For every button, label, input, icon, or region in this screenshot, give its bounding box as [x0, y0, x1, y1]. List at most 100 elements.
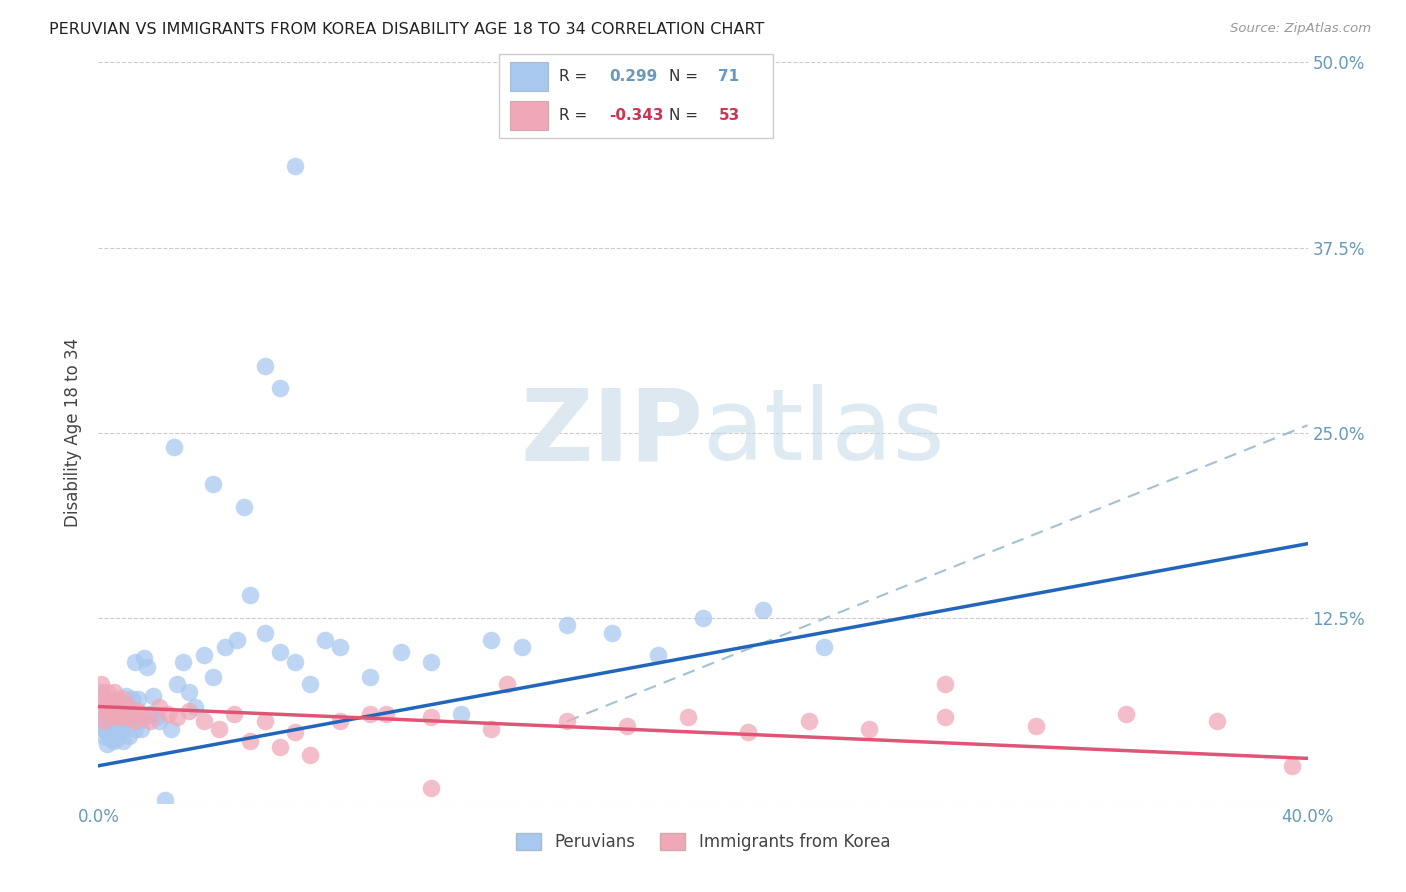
Point [179, 685, 201, 699]
Point [374, 706, 396, 721]
Point [692, 610, 714, 624]
Point [111, 710, 134, 724]
Point [166, 677, 188, 691]
Point [103, 685, 125, 699]
Point [114, 706, 136, 721]
Point [224, 706, 246, 721]
Point [1206, 714, 1229, 729]
Point [90, 677, 112, 691]
Point [737, 724, 759, 739]
Text: 71: 71 [718, 69, 740, 84]
Point [153, 793, 176, 807]
Point [202, 670, 225, 684]
Point [121, 692, 143, 706]
Point [105, 731, 128, 745]
Point [103, 733, 125, 747]
Point [145, 710, 167, 724]
Bar [510, 101, 548, 130]
Point [184, 699, 207, 714]
Point [124, 655, 146, 669]
Point [239, 589, 262, 603]
Point [253, 625, 276, 640]
Point [93, 722, 115, 736]
Point [121, 706, 143, 721]
Point [193, 714, 215, 729]
Text: ZIP: ZIP [520, 384, 703, 481]
Point [555, 618, 578, 632]
Point [105, 692, 128, 706]
Point [111, 733, 134, 747]
Point [160, 722, 183, 736]
Point [90, 685, 112, 699]
Text: atlas: atlas [703, 384, 945, 481]
Point [481, 722, 503, 736]
Point [118, 699, 141, 714]
Point [100, 695, 122, 709]
Point [510, 640, 533, 655]
Point [420, 710, 443, 724]
Point [93, 706, 115, 721]
Point [420, 780, 443, 795]
Point [127, 714, 149, 729]
Point [1281, 758, 1303, 772]
Point [163, 441, 186, 455]
Point [269, 381, 291, 395]
Point [299, 748, 322, 763]
Point [132, 650, 155, 665]
Point [360, 670, 382, 684]
Point [111, 692, 134, 706]
Point [118, 729, 141, 743]
Point [253, 359, 276, 373]
Point [124, 714, 146, 729]
Point [100, 732, 122, 747]
Point [360, 706, 382, 721]
Point [96, 714, 118, 729]
Point [108, 699, 131, 714]
Point [96, 724, 118, 739]
Point [284, 655, 307, 669]
Point [148, 699, 170, 714]
Point [299, 677, 322, 691]
Point [420, 655, 443, 669]
Point [555, 714, 578, 729]
Point [214, 640, 236, 655]
Point [96, 737, 118, 751]
Point [93, 729, 115, 743]
Point [90, 714, 112, 729]
Point [602, 625, 624, 640]
Text: PERUVIAN VS IMMIGRANTS FROM KOREA DISABILITY AGE 18 TO 34 CORRELATION CHART: PERUVIAN VS IMMIGRANTS FROM KOREA DISABI… [49, 22, 765, 37]
Point [93, 714, 115, 729]
Point [813, 640, 835, 655]
Point [127, 692, 149, 706]
Point [100, 710, 122, 724]
Point [139, 714, 162, 729]
Point [105, 706, 128, 721]
Point [389, 645, 412, 659]
Point [495, 677, 517, 691]
Point [934, 710, 956, 724]
Y-axis label: Disability Age 18 to 34: Disability Age 18 to 34 [65, 338, 83, 527]
Point [100, 719, 122, 733]
Point [202, 477, 225, 491]
Point [105, 719, 128, 733]
Point [103, 722, 125, 736]
Point [269, 739, 291, 754]
Point [114, 710, 136, 724]
Text: N =: N = [669, 69, 703, 84]
Point [156, 706, 179, 721]
Point [179, 704, 201, 718]
Text: -0.343: -0.343 [609, 108, 664, 123]
Bar [510, 62, 548, 91]
Point [329, 640, 352, 655]
Point [108, 710, 131, 724]
Point [481, 632, 503, 647]
Point [616, 719, 638, 733]
Point [124, 722, 146, 736]
Point [103, 699, 125, 714]
Point [239, 733, 262, 747]
Point [100, 710, 122, 724]
Point [127, 704, 149, 718]
Legend: Peruvians, Immigrants from Korea: Peruvians, Immigrants from Korea [509, 826, 897, 857]
Point [253, 714, 276, 729]
Point [934, 677, 956, 691]
